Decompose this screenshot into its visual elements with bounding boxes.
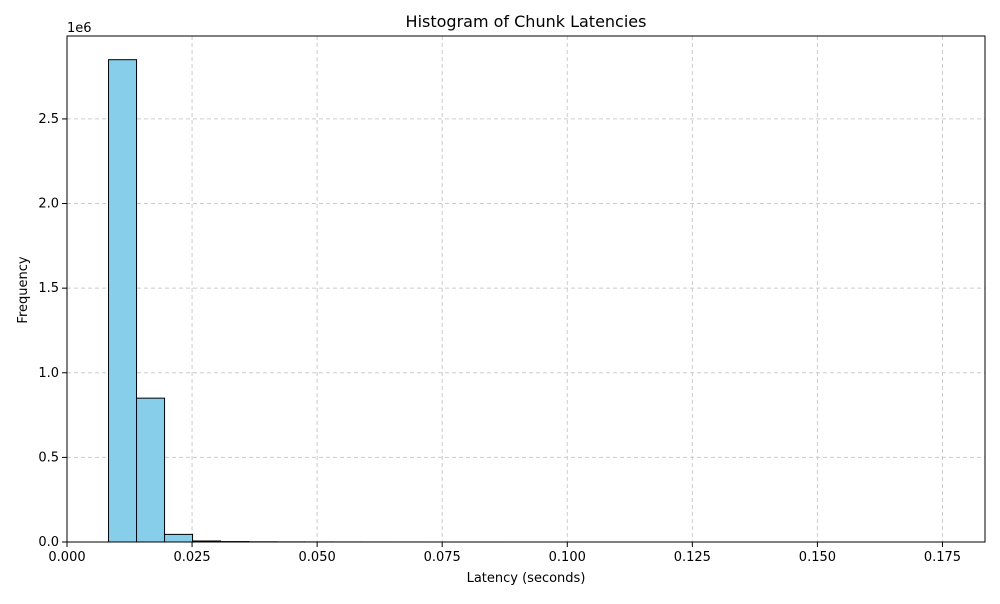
x-tick-label: 0.025 xyxy=(173,550,210,565)
x-tick-label: 0.050 xyxy=(299,550,336,565)
plot-frame xyxy=(67,36,985,542)
y-tick-label: 2.5 xyxy=(38,112,59,127)
y-tick-label: 1.5 xyxy=(38,281,59,296)
y-tick-label: 2.0 xyxy=(38,197,59,212)
x-tick-label: 0.175 xyxy=(924,550,961,565)
x-tick-label: 0.125 xyxy=(674,550,711,565)
x-axis-label: Latency (seconds) xyxy=(467,571,586,586)
x-tick-label: 0.100 xyxy=(549,550,586,565)
y-axis-ticks: 0.0 0.5 1.0 1.5 2.0 2.5 xyxy=(38,112,67,550)
histogram-bar xyxy=(109,60,137,542)
x-tick-label: 0.150 xyxy=(799,550,836,565)
chart-title: Histogram of Chunk Latencies xyxy=(406,12,647,31)
histogram-bar xyxy=(165,534,193,542)
histogram-bar xyxy=(137,398,165,542)
histogram-bars xyxy=(109,60,949,542)
x-tick-label: 0.075 xyxy=(424,550,461,565)
y-tick-label: 0.5 xyxy=(38,450,59,465)
y-tick-label: 0.0 xyxy=(38,535,59,550)
x-tick-label: 0.000 xyxy=(48,550,85,565)
y-axis-label: Frequency xyxy=(16,256,31,323)
x-axis-ticks: 0.000 0.025 0.050 0.075 0.100 0.125 0.150 0.175 xyxy=(48,542,961,565)
y-offset-label: 1e6 xyxy=(67,21,92,36)
grid-lines xyxy=(67,36,985,542)
y-tick-label: 1.0 xyxy=(38,366,59,381)
